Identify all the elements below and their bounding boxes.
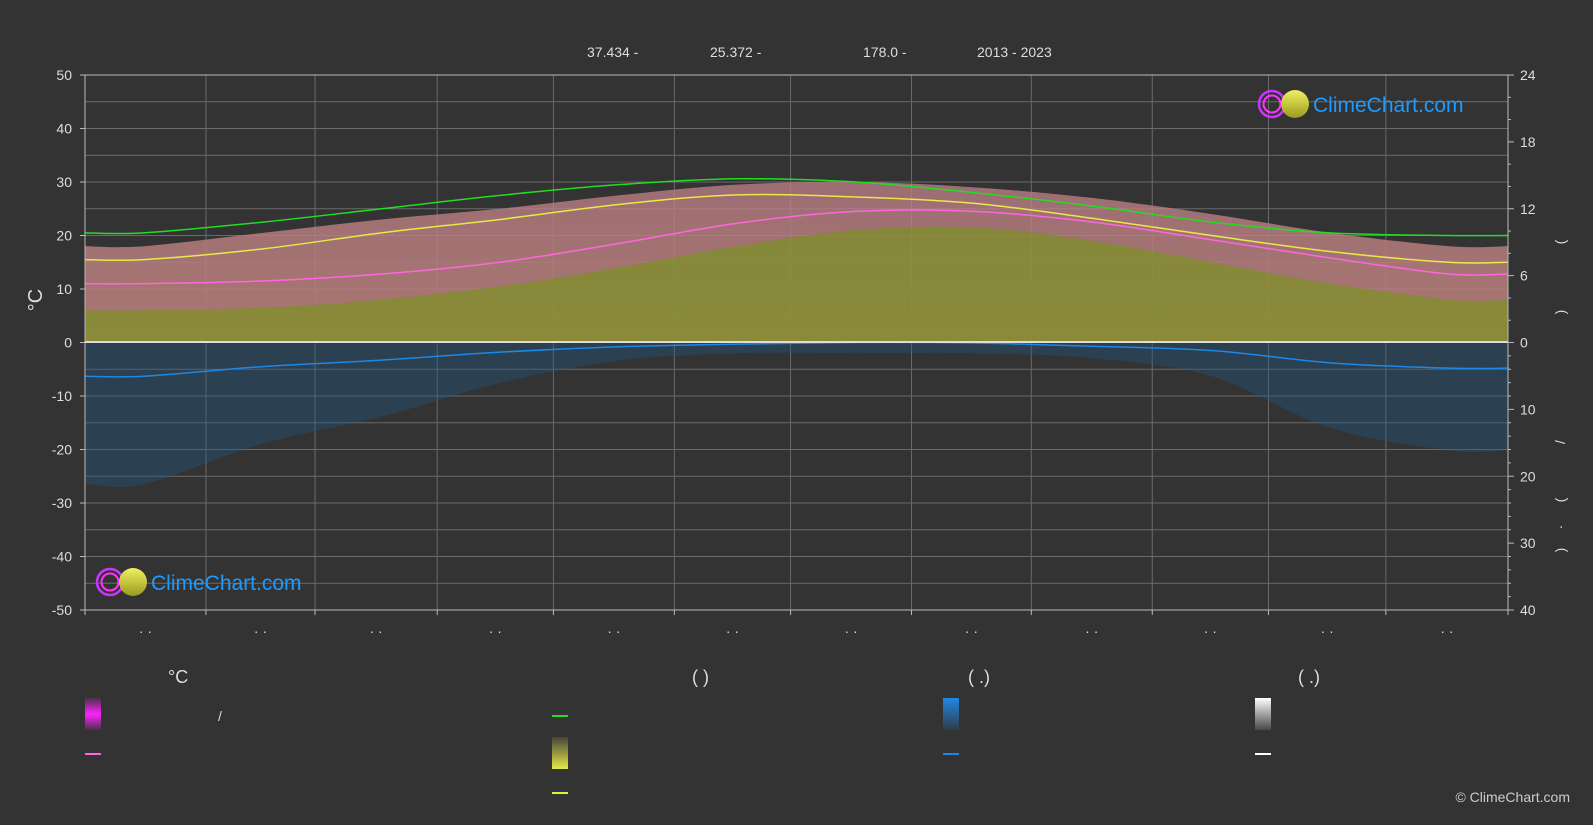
month-tick-label: · · [726,623,739,639]
legend: °C / ( ) ( .) ( .) [85,667,1320,794]
month-tick-label: · · [844,623,857,639]
left-tick-label: 50 [56,67,72,83]
logo-bottom-left: ClimeChart.com [95,567,302,597]
precipitation-area [85,342,1508,488]
x-axis: · · · · · · · · · · · · · · · · · · · · · · · · [84,610,1509,639]
left-tick-label: -10 [52,388,72,404]
series-line-daylight [85,177,1508,237]
left-tick-label: 20 [56,228,72,244]
right-axis-glyph: ( [1552,497,1568,502]
logo-text: ClimeChart.com [1313,94,1464,117]
left-tick-label: 30 [56,174,72,190]
chart-header: 37.434 - 25.372 - 178.0 - 2013 - 2023 [587,44,1052,60]
left-axis: 50 40 30 20 10 0 -10 -20 -30 -40 -50 [52,67,85,618]
series-line-mean_temp [85,209,1508,285]
legend-column-rain: ( .) [943,667,990,755]
right-tick-label: 6 [1520,268,1528,284]
right-tick-label: 24 [1520,67,1536,83]
legend-column-snow: ( .) [1255,667,1320,755]
left-tick-label: -20 [52,442,72,458]
logo-text: ClimeChart.com [151,572,302,595]
left-tick-label: -50 [52,602,72,618]
right-axis-glyph: · [1552,525,1568,530]
header-elevation: 178.0 - [863,44,907,60]
header-longitude: 25.372 - [710,44,762,60]
logo-ring-icon-inner [100,572,120,592]
logo-ring-icon-inner [1262,94,1282,114]
right-axis: 0 6 12 18 24 10 20 30 40 [1508,67,1536,618]
legend-head: ( .) [968,667,990,687]
left-tick-label: -30 [52,495,72,511]
left-tick-label: 0 [64,335,72,351]
month-tick-label: · · [370,623,383,639]
right-axis-title-glyphs: () / ( ·) [1552,239,1568,552]
legend-swatch-sunshine [552,737,568,769]
legend-head: °C [168,667,188,687]
right-axis-glyph: ) [1552,548,1568,553]
right-axis-glyph: ( [1552,239,1568,244]
month-tick-label: · · [254,623,267,639]
right-tick-label: 40 [1520,602,1536,618]
month-tick-label: · · [1440,623,1453,639]
legend-column-sun: ( ) [552,667,709,794]
left-tick-label: 40 [56,121,72,137]
logo-sun-icon [119,568,147,596]
left-tick-label: 10 [56,281,72,297]
header-year-range: 2013 - 2023 [977,44,1052,60]
left-axis-title: °C [25,289,47,311]
copyright: © ClimeChart.com [1455,789,1570,805]
month-tick-label: · · [489,623,502,639]
right-tick-label: 10 [1520,401,1536,417]
month-tick-label: · · [1085,623,1098,639]
month-tick-label: · · [1204,623,1217,639]
legend-head: ( .) [1298,667,1320,687]
right-axis-glyph: ) [1552,310,1568,315]
series-line-sunshine [85,193,1508,264]
month-tick-label: · · [139,623,152,639]
logo-top-right: ClimeChart.com [1257,89,1464,119]
legend-swatch-snow [1255,698,1271,730]
series-line-precipitation [85,341,1508,378]
left-tick-label: -40 [52,549,72,565]
right-tick-label: 30 [1520,535,1536,551]
right-axis-glyph: / [1552,440,1568,444]
right-tick-label: 12 [1520,201,1536,217]
month-tick-label: · · [1321,623,1334,639]
right-tick-label: 20 [1520,468,1536,484]
legend-head: ( ) [692,667,709,687]
legend-swatch-temp-range [85,698,101,730]
month-tick-label: · · [965,623,978,639]
legend-swatch-rain [943,698,959,730]
logo-sun-icon [1281,90,1309,118]
month-tick-label: · · [607,623,620,639]
legend-label: / [218,708,222,724]
right-tick-label: 0 [1520,335,1528,351]
legend-column-temperature: °C / [85,667,222,755]
header-latitude: 37.434 - [587,44,639,60]
right-tick-label: 18 [1520,134,1536,150]
sunshine-area-lower [85,226,1508,343]
